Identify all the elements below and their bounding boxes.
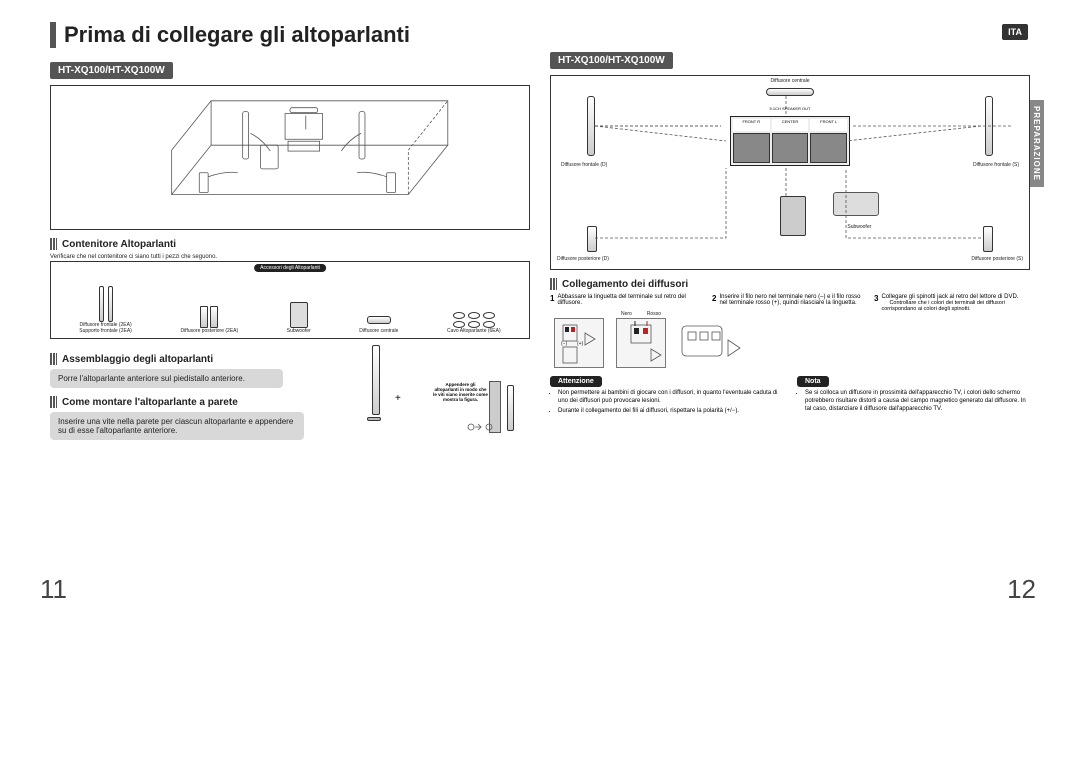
page-number-right: 12: [1007, 574, 1036, 605]
step-3-number: 3: [874, 294, 878, 312]
label-plus: (+): [577, 341, 583, 347]
connection-steps: 1 Abbassare la linguetta del terminale s…: [550, 294, 1030, 312]
page-title-bar: Prima di collegare gli altoparlanti: [50, 20, 530, 50]
terminal-figure-2: Nero Rosso: [616, 318, 666, 368]
step-1-number: 1: [550, 294, 554, 312]
item-cables: Cavo Altoparlante (6EA): [447, 312, 501, 334]
nota-block: Nota Se si colloca un diffusore in pross…: [797, 376, 1030, 417]
front-left-speaker-icon: [985, 96, 993, 156]
step-2-text: Inserire il filo nero nel terminale nero…: [719, 294, 868, 312]
item-rear-speakers: Diffusore posteriore (2EA): [180, 306, 238, 334]
section-container-title: Contenitore Altoparlanti: [62, 239, 176, 250]
label-front-r: Diffusore frontale (D): [561, 162, 607, 168]
accessories-label: Accessori degli Altoparlanti: [254, 264, 326, 272]
center-speaker-icon: [766, 88, 814, 96]
step-1: 1 Abbassare la linguetta del terminale s…: [550, 294, 706, 312]
wiring-diagram: Diffusore centrale 5.1CH SPEAKER OUT FRO…: [550, 75, 1030, 270]
step-2-number: 2: [712, 294, 716, 312]
section-wall-heading: Come montare l'altoparlante a parete: [50, 396, 360, 408]
attenzione-item-2: Durante il collegamento dei fili ai diff…: [558, 408, 783, 416]
terminal-figure-3: [678, 318, 728, 368]
terminal-figure-1: (−) (+): [554, 318, 604, 368]
model-badge-right: HT-XQ100/HT-XQ100W: [550, 52, 673, 69]
page-title: Prima di collegare gli altoparlanti: [64, 22, 410, 48]
attenzione-block: Attenzione Non permettere ai bambini di …: [550, 376, 783, 417]
subwoofer-icon: [780, 196, 806, 236]
step-2: 2 Inserire il filo nero nel terminale ne…: [712, 294, 868, 312]
step-3-subtext: Controllare che i colori dei terminali d…: [881, 300, 1004, 312]
container-note: Verificare che nel contenitore ci siano …: [50, 254, 530, 261]
label-rosso: Rosso: [647, 311, 661, 317]
label-minus: (−): [561, 341, 567, 347]
label-rear-r: Diffusore posteriore (D): [557, 256, 609, 262]
accessories-box: Accessori degli Altoparlanti Diffusore f…: [50, 261, 530, 339]
item-subwoofer: Subwoofer: [287, 302, 311, 334]
nota-label: Nota: [797, 376, 829, 387]
label-center: Diffusore centrale: [770, 78, 809, 84]
manual-spread: Prima di collegare gli altoparlanti HT-X…: [40, 20, 1040, 600]
attenzione-item-1: Non permettere ai bambini di giocare con…: [558, 390, 783, 406]
item-front-label: Diffusore frontale (2EA) Supporto fronta…: [79, 322, 132, 334]
section-wall-title: Come montare l'altoparlante a parete: [62, 397, 238, 408]
heading-bars-icon: [50, 238, 57, 250]
item-cables-label: Cavo Altoparlante (6EA): [447, 328, 501, 334]
title-accent: [50, 22, 56, 48]
rear-right-speaker-icon: [587, 226, 597, 252]
language-badge: ITA: [1002, 24, 1028, 40]
connector-block: FRONT RCENTERFRONT L: [730, 116, 850, 166]
rear-left-speaker-icon: [983, 226, 993, 252]
terminal-figures: (−) (+) Nero Rosso: [550, 318, 1030, 368]
wall-instruction: Inserire una vite nella parete per ciasc…: [50, 412, 304, 440]
label-sub: Subwoofer: [847, 224, 871, 230]
item-rear-label: Diffusore posteriore (2EA): [180, 328, 238, 334]
section-assembly-title: Assemblaggio degli altoparlanti: [62, 354, 213, 365]
main-unit-icon: [833, 192, 879, 216]
section-container-heading: Contenitore Altoparlanti: [50, 238, 530, 250]
nota-item-1: Se si colloca un diffusore in prossimità…: [805, 390, 1030, 413]
heading-bars-icon: [50, 396, 57, 408]
section-connection-heading: Collegamento dei diffusori: [550, 278, 1030, 290]
front-right-speaker-icon: [587, 96, 595, 156]
item-sub-label: Subwoofer: [287, 328, 311, 334]
section-assembly-heading: Assemblaggio degli altoparlanti: [50, 353, 360, 365]
item-center-label: Diffusore centrale: [359, 328, 398, 334]
page-right: ITA PREPARAZIONE HT-XQ100/HT-XQ100W Diff…: [540, 20, 1040, 600]
heading-bars-icon: [550, 278, 557, 290]
label-panel: 5.1CH SPEAKER OUT: [770, 106, 811, 111]
assembly-section: Assemblaggio degli altoparlanti Porre l'…: [50, 345, 530, 446]
step-1-text: Abbassare la linguetta del terminale sul…: [557, 294, 706, 312]
attenzione-label: Attenzione: [550, 376, 602, 387]
heading-bars-icon: [50, 353, 57, 365]
notes-columns: Attenzione Non permettere ai bambini di …: [550, 376, 1030, 417]
model-badge-left: HT-XQ100/HT-XQ100W: [50, 62, 173, 79]
section-side-tab: PREPARAZIONE: [1029, 100, 1044, 187]
item-center-speaker: Diffusore centrale: [359, 316, 398, 334]
wall-callout: Appendere gli altoparlanti in modo che l…: [433, 383, 488, 403]
label-rear-l: Diffusore posteriore (S): [971, 256, 1023, 262]
step-3: 3 Collegare gli spinotti jack al retro d…: [874, 294, 1030, 312]
room-layout-diagram: [50, 85, 530, 230]
page-left: Prima di collegare gli altoparlanti HT-X…: [40, 20, 540, 600]
page-number-left: 11: [40, 574, 67, 605]
plus-icon: +: [395, 393, 401, 404]
assembly-instruction: Porre l'altoparlante anteriore sul piedi…: [50, 369, 283, 388]
label-nero: Nero: [621, 311, 632, 317]
label-front-l: Diffusore frontale (S): [973, 162, 1019, 168]
item-front-speakers: Diffusore frontale (2EA) Supporto fronta…: [79, 286, 132, 334]
section-connection-title: Collegamento dei diffusori: [562, 279, 688, 290]
